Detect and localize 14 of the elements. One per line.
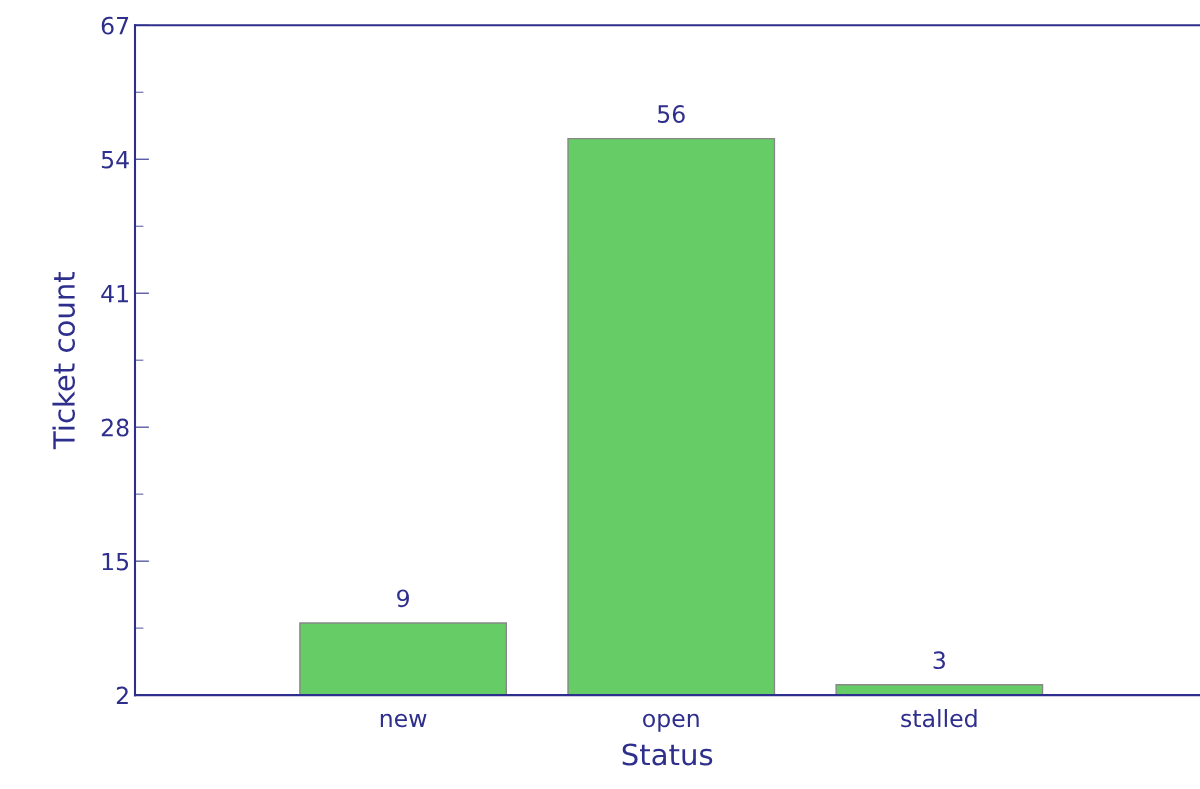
x-tick-label: new	[380, 713, 427, 728]
y-tick-label: 28	[101, 418, 129, 437]
y-tick-label: 2	[116, 686, 128, 705]
y-tick-label: 67	[101, 16, 129, 35]
y-tick-label: 54	[101, 150, 129, 169]
x-tick-label: open	[643, 713, 699, 732]
data-label: 3	[933, 651, 945, 670]
y-axis-title: Ticket count	[52, 271, 75, 450]
y-tick-label: 15	[102, 552, 129, 571]
data-label: 9	[397, 589, 409, 608]
x-axis-title: Status	[622, 743, 713, 766]
y-tick-label: 41	[101, 284, 128, 303]
x-tick-label: stalled	[901, 709, 977, 728]
data-label: 56	[658, 105, 685, 123]
